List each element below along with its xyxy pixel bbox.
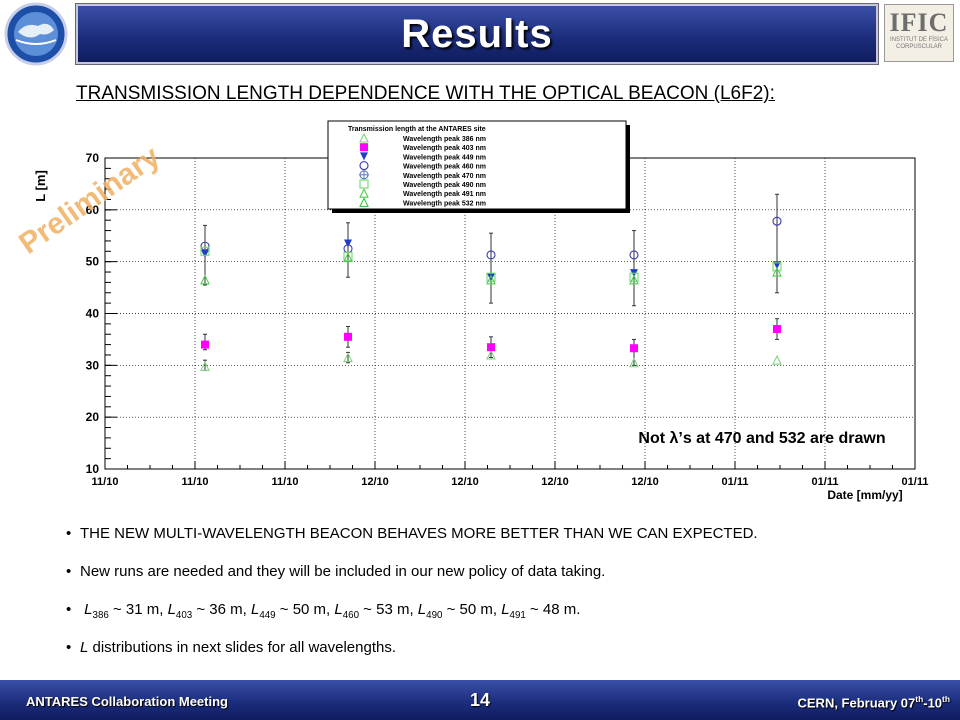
title-banner: Results: [76, 4, 878, 64]
x-tick-label: 12/10: [451, 476, 479, 488]
x-tick-label: 12/10: [541, 476, 569, 488]
page-title: Results: [401, 11, 553, 56]
data-point: [629, 272, 639, 282]
x-tick-label: 01/11: [812, 476, 839, 488]
y-tick-label: 10: [86, 462, 100, 476]
legend-marker: [359, 132, 369, 143]
ific-logo-sub: INSTITUT DE FÍSICA CORPUSCULAR: [890, 37, 948, 50]
page-number: 14: [469, 690, 491, 710]
ific-logo: IFIC INSTITUT DE FÍSICA CORPUSCULAR: [884, 4, 954, 62]
y-tick-label: 70: [86, 151, 100, 165]
y-tick-label: 30: [86, 358, 100, 372]
data-point: [486, 250, 496, 260]
legend-entry: Wavelength peak 403 nm: [403, 145, 486, 152]
x-tick-label: 01/11: [722, 476, 749, 488]
transmission-length-chart: 11/10 11/10 11/10 12/10 12/10 12/10 12/10 01/11…: [13, 120, 929, 502]
data-point: [630, 344, 638, 353]
footer-left: ANTARES Collaboration Meeting: [26, 694, 228, 709]
bullet-item: THE NEW MULTI-WAVELENGTH BEACON BEHAVES …: [66, 524, 946, 562]
legend-entry: Wavelength peak 532 nm: [403, 200, 486, 207]
legend-marker: [359, 197, 369, 207]
footer-right: CERN, February 07th-10th: [797, 694, 951, 711]
data-point: [487, 343, 495, 352]
ific-logo-text: IFIC: [889, 8, 949, 37]
y-tick-label: 40: [86, 307, 100, 321]
data-point: [200, 361, 210, 371]
legend-marker: [360, 152, 368, 161]
y-axis-label: L [m]: [33, 170, 48, 202]
bullet-item: L386 ~ 31 m, L403 ~ 36 m, L449 ~ 50 m, L…: [66, 600, 946, 638]
bullet-item: L distributions in next slides for all w…: [66, 638, 946, 676]
data-point: [486, 349, 496, 360]
data-point: [629, 357, 639, 368]
chart-annotation: Not λ’s at 470 and 532 are drawn: [638, 430, 885, 447]
data-point: [344, 332, 352, 341]
legend-marker: [360, 143, 368, 152]
x-tick-label: 12/10: [631, 476, 659, 488]
data-point: [201, 249, 209, 258]
data-point: [772, 354, 782, 365]
x-tick-label: 01/11: [902, 476, 929, 488]
y-tick-label: 20: [86, 410, 100, 424]
footer-bar: ANTARES Collaboration Meeting 14 CERN, F…: [0, 680, 960, 720]
data-point: [773, 325, 781, 334]
x-tick-label: 11/10: [92, 476, 119, 488]
x-tick-label: 12/10: [361, 476, 389, 488]
legend-marker: [359, 161, 369, 171]
data-point: [343, 352, 353, 363]
y-tick-label: 60: [86, 203, 100, 217]
x-axis-label: Date [mm/yy]: [827, 488, 902, 502]
x-tick-label: 11/10: [272, 476, 299, 488]
data-point: [772, 262, 782, 272]
data-point: [629, 274, 639, 285]
bullet-list: THE NEW MULTI-WAVELENGTH BEACON BEHAVES …: [66, 524, 946, 676]
data-point: [201, 340, 209, 349]
data-point: [344, 239, 352, 248]
bullet-item: New runs are needed and they will be inc…: [66, 562, 946, 600]
data-point: [200, 274, 210, 285]
data-point: [200, 246, 210, 256]
legend-entry: Wavelength peak 460 nm: [403, 164, 486, 171]
data-point: [200, 241, 210, 251]
legend-entry: Wavelength peak 470 nm: [403, 173, 486, 180]
legend-entry: Wavelength peak 449 nm: [403, 154, 486, 161]
data-point: [486, 274, 496, 285]
slide-subtitle: TRANSMISSION LENGTH DEPENDENCE WITH THE …: [76, 83, 775, 104]
legend-entry: Wavelength peak 386 nm: [403, 136, 486, 143]
legend-entry: Wavelength peak 490 nm: [403, 182, 486, 189]
legend-entry: Wavelength peak 491 nm: [403, 191, 486, 198]
y-tick-label: 50: [86, 255, 100, 269]
data-point: [629, 250, 639, 260]
data-point: [487, 273, 495, 282]
antares-logo: [4, 2, 68, 66]
data-point: [772, 266, 782, 277]
legend-title: Transmission length at the ANTARES site: [348, 126, 486, 133]
legend-box: [327, 120, 627, 210]
data-point: [486, 272, 496, 282]
x-tick-label: 11/10: [182, 476, 209, 488]
data-point: [343, 252, 353, 263]
data-point: [772, 216, 782, 226]
